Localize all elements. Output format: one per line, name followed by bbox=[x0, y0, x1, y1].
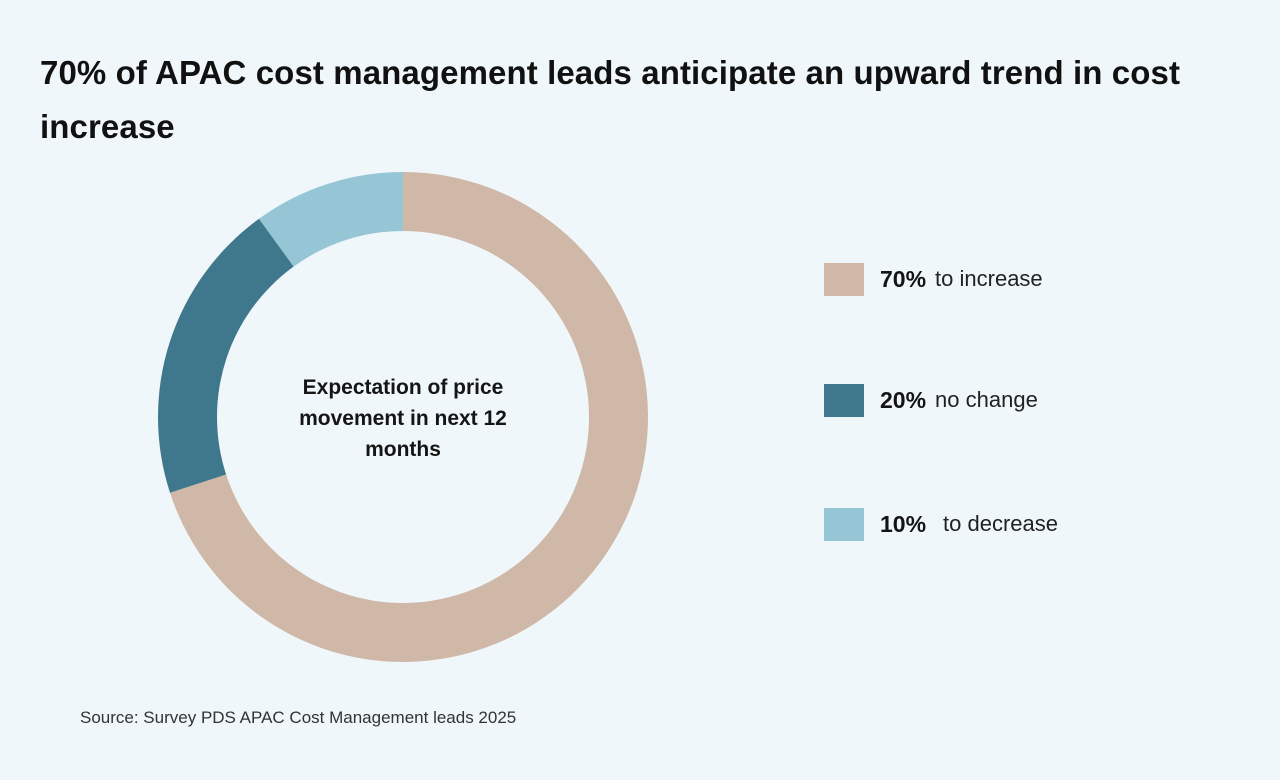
legend-item-no-change: 20% no change bbox=[824, 383, 1038, 417]
legend-item-decrease: 10% to decrease bbox=[824, 507, 1058, 541]
legend-value-no-change: 20% bbox=[880, 386, 927, 413]
legend-value-increase: 70% bbox=[880, 265, 927, 292]
donut-slice-no-change bbox=[157, 218, 294, 493]
donut-slices bbox=[157, 172, 648, 662]
legend-label-increase: to increase bbox=[935, 266, 1043, 291]
source-note: Source: Survey PDS APAC Cost Management … bbox=[80, 708, 517, 727]
legend-label-decrease: to decrease bbox=[943, 511, 1059, 536]
donut-slice-decrease bbox=[258, 172, 403, 267]
legend-item-increase: 70% to increase bbox=[824, 262, 1043, 296]
legend-swatch-decrease bbox=[824, 507, 864, 541]
legend-value-decrease: 10% bbox=[880, 510, 927, 537]
legend-label-no-change: no change bbox=[935, 387, 1038, 412]
donut-center-label: Expectation of price movement in next 12… bbox=[299, 376, 507, 461]
chart-title: 70% of APAC cost management leads antici… bbox=[40, 54, 1181, 145]
legend-swatch-increase bbox=[824, 262, 864, 296]
legend-swatch-no-change bbox=[824, 383, 864, 417]
